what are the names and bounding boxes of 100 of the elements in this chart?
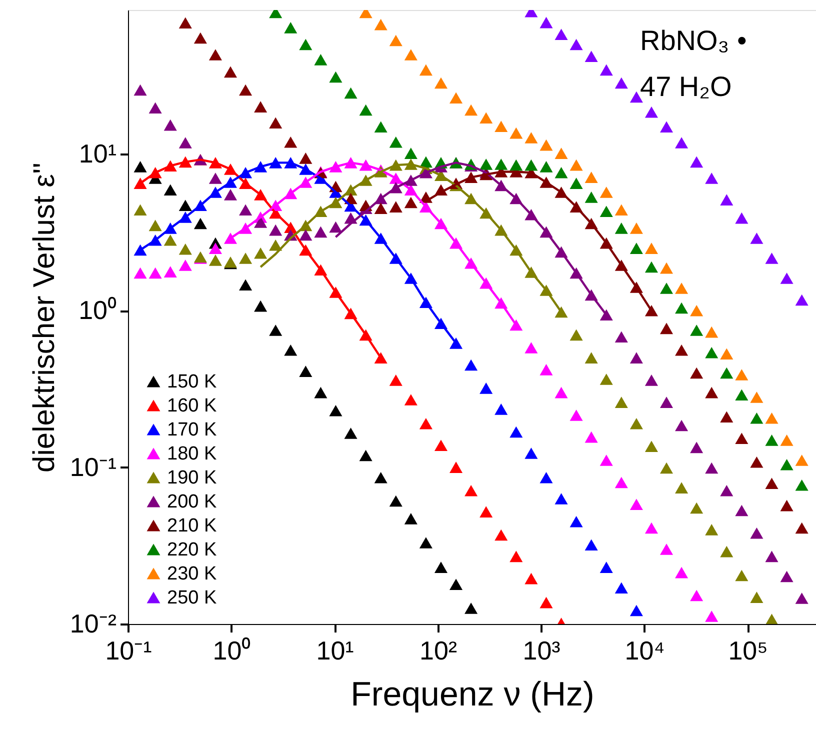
point: [554, 493, 568, 504]
point: [419, 537, 432, 548]
point: [630, 222, 643, 234]
point: [675, 566, 688, 578]
point: [570, 329, 583, 341]
point: [705, 172, 718, 184]
point: [795, 479, 808, 491]
point: [690, 324, 704, 336]
point: [239, 204, 252, 216]
point: [720, 348, 734, 360]
point: [614, 331, 628, 343]
point: [389, 136, 402, 148]
point: [614, 582, 628, 594]
point: [554, 386, 568, 398]
point: [795, 592, 808, 604]
point: [720, 484, 734, 496]
x-axis-title: Frequenz ν (Hz): [350, 676, 594, 714]
point: [450, 462, 463, 473]
point: [720, 546, 734, 558]
point: [134, 84, 147, 96]
point: [630, 352, 643, 364]
point: [254, 101, 268, 112]
point: [735, 212, 748, 224]
point: [374, 121, 388, 133]
y-tick-label: 10⁰: [78, 295, 116, 326]
legend-label: 150 K: [167, 372, 217, 392]
point: [254, 216, 268, 228]
point: [675, 420, 688, 432]
point: [404, 196, 418, 208]
point: [148, 267, 162, 279]
point: [208, 254, 222, 266]
point: [299, 366, 312, 377]
point: [735, 504, 748, 516]
point: [480, 506, 493, 518]
point: [314, 386, 328, 398]
point: [644, 374, 658, 386]
point: [524, 342, 538, 354]
point: [134, 178, 147, 189]
point: [389, 495, 402, 507]
point: [148, 220, 162, 232]
point: [554, 167, 568, 178]
point: [178, 137, 192, 148]
point: [705, 610, 718, 622]
point: [359, 104, 372, 116]
point: [735, 369, 748, 380]
point: [389, 374, 402, 386]
point: [780, 434, 794, 446]
point: [675, 282, 688, 294]
point: [299, 38, 312, 50]
point: [480, 382, 493, 394]
point: [134, 161, 147, 172]
point: [795, 294, 808, 306]
point: [735, 432, 748, 444]
point: [404, 148, 418, 159]
point: [630, 242, 643, 254]
point: [494, 158, 508, 170]
point: [614, 396, 628, 408]
point: [284, 22, 298, 34]
point: [299, 152, 312, 164]
point: [434, 77, 448, 89]
point: [284, 136, 298, 148]
point: [644, 440, 658, 452]
point: [148, 102, 162, 114]
point: [540, 472, 553, 484]
point: [750, 232, 764, 244]
x-tick-label: 10⁰: [212, 636, 251, 666]
point: [524, 132, 538, 144]
y-tick-label: 10⁻²: [70, 608, 117, 638]
point: [584, 539, 598, 551]
point: [178, 243, 192, 255]
point: [584, 172, 598, 183]
point: [419, 418, 432, 430]
point: [510, 550, 523, 562]
point: [690, 367, 704, 379]
point: [494, 404, 508, 415]
point: [660, 544, 674, 555]
point: [795, 522, 808, 534]
point: [675, 482, 688, 494]
x-tick-label: 10⁵: [728, 636, 768, 666]
point: [630, 418, 643, 430]
point: [780, 570, 794, 582]
point: [359, 450, 372, 462]
point: [765, 478, 778, 490]
point: [644, 305, 658, 316]
point: [374, 472, 388, 484]
point: [600, 64, 613, 76]
point: [765, 434, 778, 446]
y-axis-title: dielektrischer Verlust ε'': [28, 162, 61, 472]
point: [224, 66, 238, 78]
point: [464, 602, 478, 614]
point: [570, 38, 583, 50]
point: [584, 50, 598, 62]
point: [600, 454, 613, 466]
legend-label: 190 K: [167, 468, 217, 488]
x-tick-label: 10⁻¹: [105, 636, 152, 666]
point: [690, 590, 704, 602]
point: [570, 410, 583, 421]
point: [660, 322, 674, 334]
legend-label: 160 K: [167, 396, 217, 416]
point: [735, 570, 748, 582]
